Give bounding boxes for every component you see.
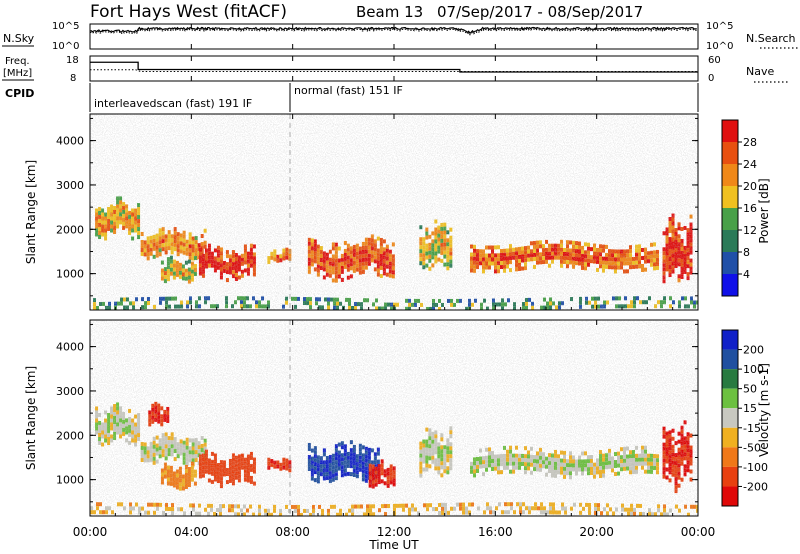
freq-tick-top: 18 bbox=[66, 55, 79, 66]
beam-label: Beam 13 bbox=[356, 3, 423, 21]
velocity-colorbar-tick: -200 bbox=[743, 480, 768, 493]
velocity-colorbar-segment bbox=[722, 369, 738, 389]
velocity-panel: 1000 2000 3000 4000 Slant Range [km] bbox=[24, 319, 699, 517]
velocity-colorbar-tick: 100 bbox=[743, 363, 764, 376]
power-ylabel: Slant Range [km] bbox=[24, 160, 38, 264]
velocity-colorbar-segment bbox=[722, 486, 738, 506]
velocity-colorbar-segment bbox=[722, 330, 738, 350]
velocity-colorbar-segment bbox=[722, 466, 738, 487]
velocity-colorbar-tick: 50 bbox=[743, 383, 757, 396]
cpid-label: CPID bbox=[5, 87, 34, 100]
power-colorbar-segment bbox=[722, 208, 738, 230]
velocity-ytick-label: 4000 bbox=[56, 341, 84, 354]
cpid-segment-1: interleavedscan (fast) 191 IF bbox=[94, 97, 252, 110]
time-tick-label: 00:00 bbox=[73, 525, 108, 539]
power-colorbar-tick: 20 bbox=[743, 180, 757, 193]
frequency-panel: Freq. [MHz] 18 8 60 0 Nave bbox=[2, 55, 790, 84]
frequency-line bbox=[90, 61, 698, 73]
power-colorbar-label: Power [dB] bbox=[757, 178, 771, 243]
power-colorbar-segment bbox=[722, 230, 738, 252]
velocity-colorbar-segment bbox=[722, 427, 738, 448]
power-ytick-label: 3000 bbox=[56, 179, 84, 192]
power-panel: 1000 2000 3000 4000 Slant Range [km] bbox=[24, 113, 699, 311]
velocity-colorbar-segment bbox=[722, 388, 738, 409]
cpid-segment-2: normal (fast) 151 IF bbox=[294, 84, 403, 97]
noise-left-label: N.Sky bbox=[3, 32, 35, 45]
velocity-colorbar-tick: -100 bbox=[743, 461, 768, 474]
power-colorbar-segment bbox=[722, 186, 738, 208]
power-ytick-label: 4000 bbox=[56, 135, 84, 148]
power-colorbar-segment bbox=[722, 120, 738, 142]
power-colorbar: 4 8 12 16 20 24 28 bbox=[721, 119, 757, 297]
power-colorbar-tick: 12 bbox=[743, 224, 757, 237]
power-colorbar-tick: 8 bbox=[743, 246, 750, 259]
velocity-colorbar-tick: -50 bbox=[743, 441, 761, 454]
noise-left-tick-bottom: 10^0 bbox=[52, 41, 79, 52]
velocity-colorbar-segment bbox=[722, 349, 738, 370]
power-colorbar-tick: 4 bbox=[743, 268, 750, 281]
time-tick-label: 00:00 bbox=[681, 525, 716, 539]
station-title: Fort Hays West (fitACF) bbox=[90, 2, 287, 22]
nave-label: Nave bbox=[746, 65, 774, 78]
freq-label: Freq. bbox=[5, 56, 30, 67]
velocity-colorbar-tick: -15 bbox=[743, 422, 761, 435]
freq-tick-bottom: 8 bbox=[70, 73, 76, 84]
nave-line bbox=[90, 69, 698, 72]
power-ytick-label: 1000 bbox=[56, 268, 84, 281]
power-ytick-label: 2000 bbox=[56, 223, 84, 236]
power-colorbar-segment bbox=[722, 274, 738, 296]
noise-right-tick-top: 10^5 bbox=[706, 21, 733, 32]
nave-tick-bottom: 0 bbox=[708, 73, 714, 84]
velocity-colorbar-tick: 15 bbox=[743, 402, 757, 415]
velocity-ytick-label: 2000 bbox=[56, 429, 84, 442]
time-tick-label: 08:00 bbox=[275, 525, 310, 539]
velocity-colorbar-segment bbox=[722, 408, 738, 428]
cpid-panel: CPID interleavedscan (fast) 191 IF norma… bbox=[5, 83, 699, 112]
time-tick-label: 16:00 bbox=[478, 525, 513, 539]
time-axis-label: Time UT bbox=[368, 538, 419, 552]
power-colorbar-segment bbox=[722, 164, 738, 186]
velocity-ytick-label: 1000 bbox=[56, 474, 84, 487]
velocity-colorbar-tick: 200 bbox=[743, 344, 764, 357]
velocity-ytick-label: 3000 bbox=[56, 385, 84, 398]
noise-panel: N.Sky 10^5 10^0 10^5 10^0 N.Search bbox=[2, 21, 798, 52]
time-tick-label: 20:00 bbox=[579, 525, 614, 539]
power-colorbar-segment bbox=[722, 142, 738, 164]
noise-right-tick-bottom: 10^0 bbox=[706, 41, 733, 52]
freq-unit-label: [MHz] bbox=[3, 68, 32, 79]
power-colorbar-tick: 24 bbox=[743, 158, 757, 171]
noise-search-line bbox=[89, 28, 697, 36]
noise-right-label: N.Search bbox=[746, 32, 796, 45]
power-colorbar-tick: 16 bbox=[743, 202, 757, 215]
power-colorbar-segment bbox=[722, 252, 738, 274]
time-tick-label: 12:00 bbox=[377, 525, 412, 539]
velocity-colorbar: 200 100 50 15 -15 -50 -100 -200 bbox=[721, 329, 768, 507]
velocity-ylabel: Slant Range [km] bbox=[24, 366, 38, 470]
time-tick-label: 04:00 bbox=[174, 525, 209, 539]
nave-tick-top: 60 bbox=[708, 55, 721, 66]
power-colorbar-tick: 28 bbox=[743, 136, 757, 149]
velocity-colorbar-segment bbox=[722, 447, 738, 467]
time-axis: 00:00 04:00 08:00 12:00 16:00 20:00 00:00 bbox=[73, 24, 716, 539]
date-range-label: 07/Sep/2017 - 08/Sep/2017 bbox=[437, 3, 643, 21]
noise-left-tick-top: 10^5 bbox=[52, 21, 79, 32]
velocity-colorbar-label: Velocity [m s-1] bbox=[757, 363, 771, 457]
